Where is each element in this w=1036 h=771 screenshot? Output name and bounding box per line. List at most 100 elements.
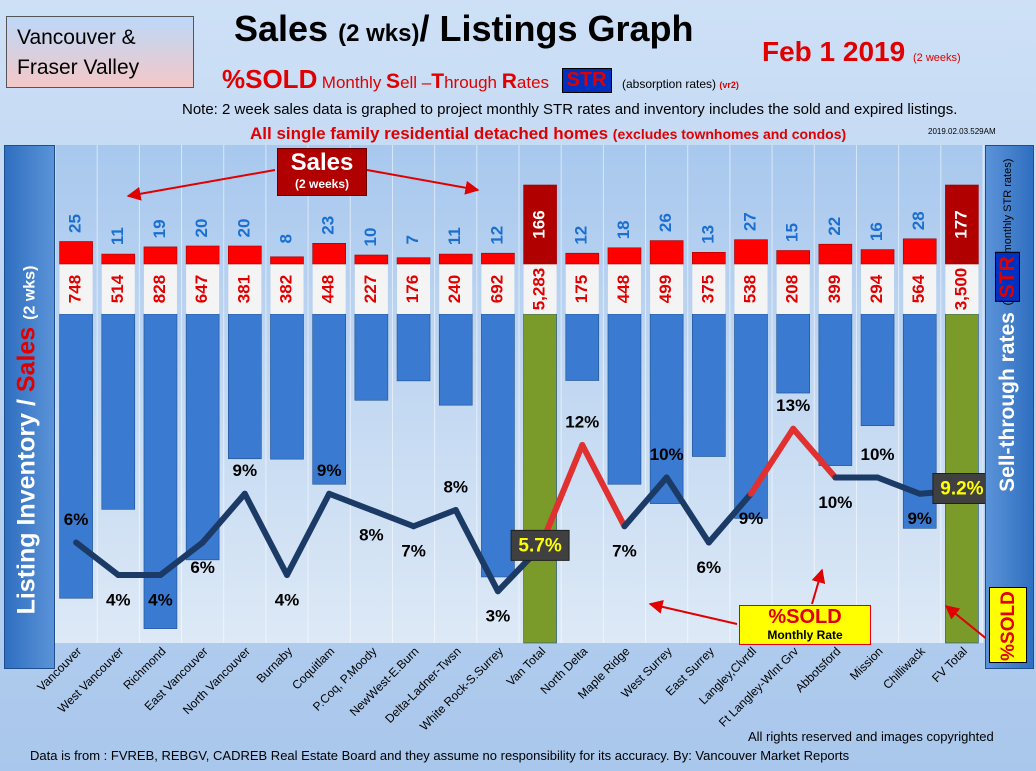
inventory-bar <box>649 313 684 504</box>
sold-value-label: 7% <box>401 542 426 561</box>
right-str-badge: STR <box>995 252 1020 303</box>
sales-bar <box>945 184 979 265</box>
sold-line-segment <box>410 507 459 530</box>
inventory-bar <box>607 313 642 485</box>
sold-line-segment <box>284 490 333 578</box>
date-text: Feb 1 2019 <box>762 36 906 67</box>
sold-line-segment <box>874 474 923 497</box>
page-title: Sales (2 wks)/ Listings Graph <box>234 8 694 50</box>
sales-bar <box>354 254 389 265</box>
sold-value-label: 10% <box>861 445 895 464</box>
inventory-value-label: 208 <box>783 275 802 303</box>
sold-line-segment <box>368 507 417 530</box>
inventory-bar <box>270 313 304 460</box>
inventory-label-band <box>945 264 979 314</box>
inventory-value-label: 176 <box>403 275 422 303</box>
sold-value-label: 8% <box>359 525 384 544</box>
sold-value-label: 8% <box>443 477 468 496</box>
sales-value-label: 7 <box>403 235 422 244</box>
sales-bar <box>59 241 93 265</box>
sales-bar <box>438 253 473 265</box>
inventory-label-band <box>186 264 220 314</box>
sales-value-label: 11 <box>445 227 464 245</box>
rights-text: All rights reserved and images copyright… <box>748 729 994 744</box>
sold-value-label: 6% <box>64 510 89 529</box>
sales-value-label: 22 <box>825 217 844 236</box>
sales-bar <box>312 243 346 265</box>
inventory-bar <box>481 313 515 578</box>
inventory-label-band <box>481 264 515 314</box>
sold-line-segment <box>73 539 122 578</box>
sales-value-label: 12 <box>487 226 506 245</box>
sales-value-label: 20 <box>192 219 211 238</box>
sales-bar <box>270 256 304 265</box>
sales-value-label: 28 <box>909 211 928 230</box>
inventory-value-label: 227 <box>361 275 380 303</box>
sales-bar <box>902 238 937 265</box>
subtitle-str: Monthly Sell –Through Rates <box>321 70 550 93</box>
inventory-bar <box>565 313 600 381</box>
report-date: Feb 1 2019 (2 weeks) <box>762 36 961 68</box>
sales-value-label: 15 <box>783 223 802 242</box>
inventory-bar <box>438 313 473 406</box>
inventory-label-band <box>523 264 557 314</box>
title-main: Sales <box>234 8 329 49</box>
sold-line-segment <box>241 490 290 578</box>
sold-line-segment <box>157 539 206 578</box>
sold-value-label: 4% <box>148 590 173 609</box>
inventory-label-band <box>607 264 641 314</box>
sold-value-label: 9% <box>907 509 932 528</box>
inventory-bar <box>523 313 557 644</box>
sales-bar <box>396 257 431 265</box>
sales-bar <box>523 184 557 265</box>
sold-line-segment <box>199 490 248 546</box>
sold-arrow-right <box>944 605 989 641</box>
inventory-bar <box>59 313 93 599</box>
sales-bar <box>692 252 726 265</box>
sales-value-label: 11 <box>108 227 127 245</box>
sales-value-label: 13 <box>698 225 717 244</box>
region-line-2: Fraser Valley <box>17 56 140 79</box>
left-axis-label: Listing Inventory / Sales (2 wks) <box>12 265 41 615</box>
inventory-value-label: 514 <box>108 274 127 303</box>
str-badge: STR <box>561 68 612 93</box>
sold-value-label: 4% <box>275 590 300 609</box>
inventory-value-label: 692 <box>487 275 506 303</box>
inventory-bar <box>185 313 220 561</box>
inventory-value-label: 564 <box>909 274 928 303</box>
sales-value-label: 27 <box>740 212 759 231</box>
sales-bar <box>185 245 220 265</box>
sales-value-label: 18 <box>614 220 633 239</box>
sold-value-label: 10% <box>818 493 852 512</box>
inventory-label-band <box>734 264 768 314</box>
sales-bar <box>481 252 515 265</box>
sales-bar <box>734 239 768 265</box>
inventory-label-band <box>439 264 473 314</box>
sales-bar <box>607 247 642 265</box>
sold-value-label: 9% <box>317 461 342 480</box>
inventory-label-band <box>101 264 135 314</box>
inventory-bar <box>692 313 726 457</box>
sold-callout: %SOLD Monthly Rate <box>739 605 871 645</box>
region-box: Vancouver & Fraser Valley <box>6 16 194 88</box>
sales-bar <box>101 253 136 265</box>
inventory-value-label: 175 <box>572 275 591 303</box>
date-note: (2 weeks) <box>912 52 961 64</box>
inventory-value-label: 748 <box>66 275 85 303</box>
right-axis-panel <box>985 145 1034 669</box>
inventory-bar <box>776 313 810 394</box>
sold-value-label: 13% <box>776 396 810 415</box>
inventory-value-label: 647 <box>192 275 211 303</box>
inventory-label-band <box>143 264 177 314</box>
absorption-note: (absorption rates) (vr2) <box>621 77 739 91</box>
sales-bar <box>649 240 684 265</box>
inventory-label-band <box>861 264 895 314</box>
sold-value-label: 4% <box>106 590 131 609</box>
sold-line-segment <box>621 474 670 530</box>
sold-total-label: 5.7% <box>518 535 561 556</box>
sold-arrow-up <box>811 568 826 605</box>
inventory-value-label: 5,283 <box>530 268 549 311</box>
inventory-label-band <box>228 264 262 314</box>
inventory-label-band <box>818 264 852 314</box>
